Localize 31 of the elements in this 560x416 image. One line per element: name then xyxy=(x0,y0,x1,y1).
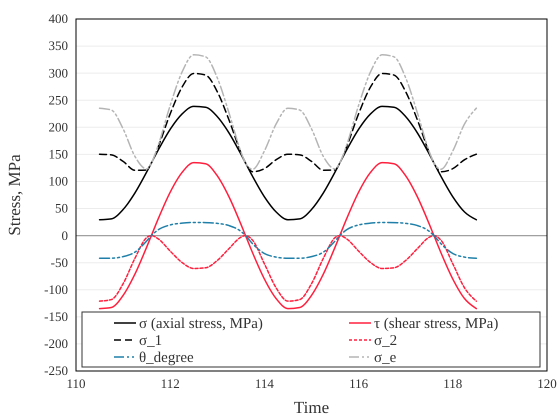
x-tick-label: 116 xyxy=(349,376,369,392)
line-series xyxy=(98,54,478,170)
x-axis-title: Time xyxy=(294,398,330,416)
legend-label: σ_1 xyxy=(139,333,162,349)
y-tick-label: 250 xyxy=(48,92,68,108)
y-tick-label: -100 xyxy=(44,282,68,297)
y-tick-label: 400 xyxy=(48,11,68,26)
y-tick-label: -250 xyxy=(44,363,68,378)
y-tick-label: 0 xyxy=(62,228,68,243)
y-tick-label: -200 xyxy=(44,336,68,352)
y-tick-label: 100 xyxy=(48,174,68,189)
y-tick-label: 350 xyxy=(48,38,68,54)
x-tick-label: 110 xyxy=(66,376,86,392)
line-series xyxy=(98,222,478,260)
y-tick-label: -50 xyxy=(50,254,68,270)
x-tick-label: 118 xyxy=(443,376,462,392)
x-tick-label: 114 xyxy=(254,376,274,392)
y-tick-label: -150 xyxy=(44,309,68,324)
y-tick-label: 150 xyxy=(48,146,68,162)
legend-label: σ_2 xyxy=(374,333,398,349)
legend-label: σ (axial stress, MPa) xyxy=(139,316,263,332)
legend-label: σ_e xyxy=(374,350,397,366)
legend-label: θ_degree xyxy=(139,350,194,366)
y-tick-label: 50 xyxy=(55,200,68,216)
y-tick-label: 300 xyxy=(48,65,68,80)
legend-label: τ (shear stress, MPa) xyxy=(374,316,498,332)
y-axis-title: Stress, MPa xyxy=(5,154,24,236)
line-series xyxy=(98,162,478,310)
x-tick-label: 120 xyxy=(537,376,557,392)
y-tick-label: 200 xyxy=(48,119,68,134)
x-tick-label: 112 xyxy=(160,376,180,392)
